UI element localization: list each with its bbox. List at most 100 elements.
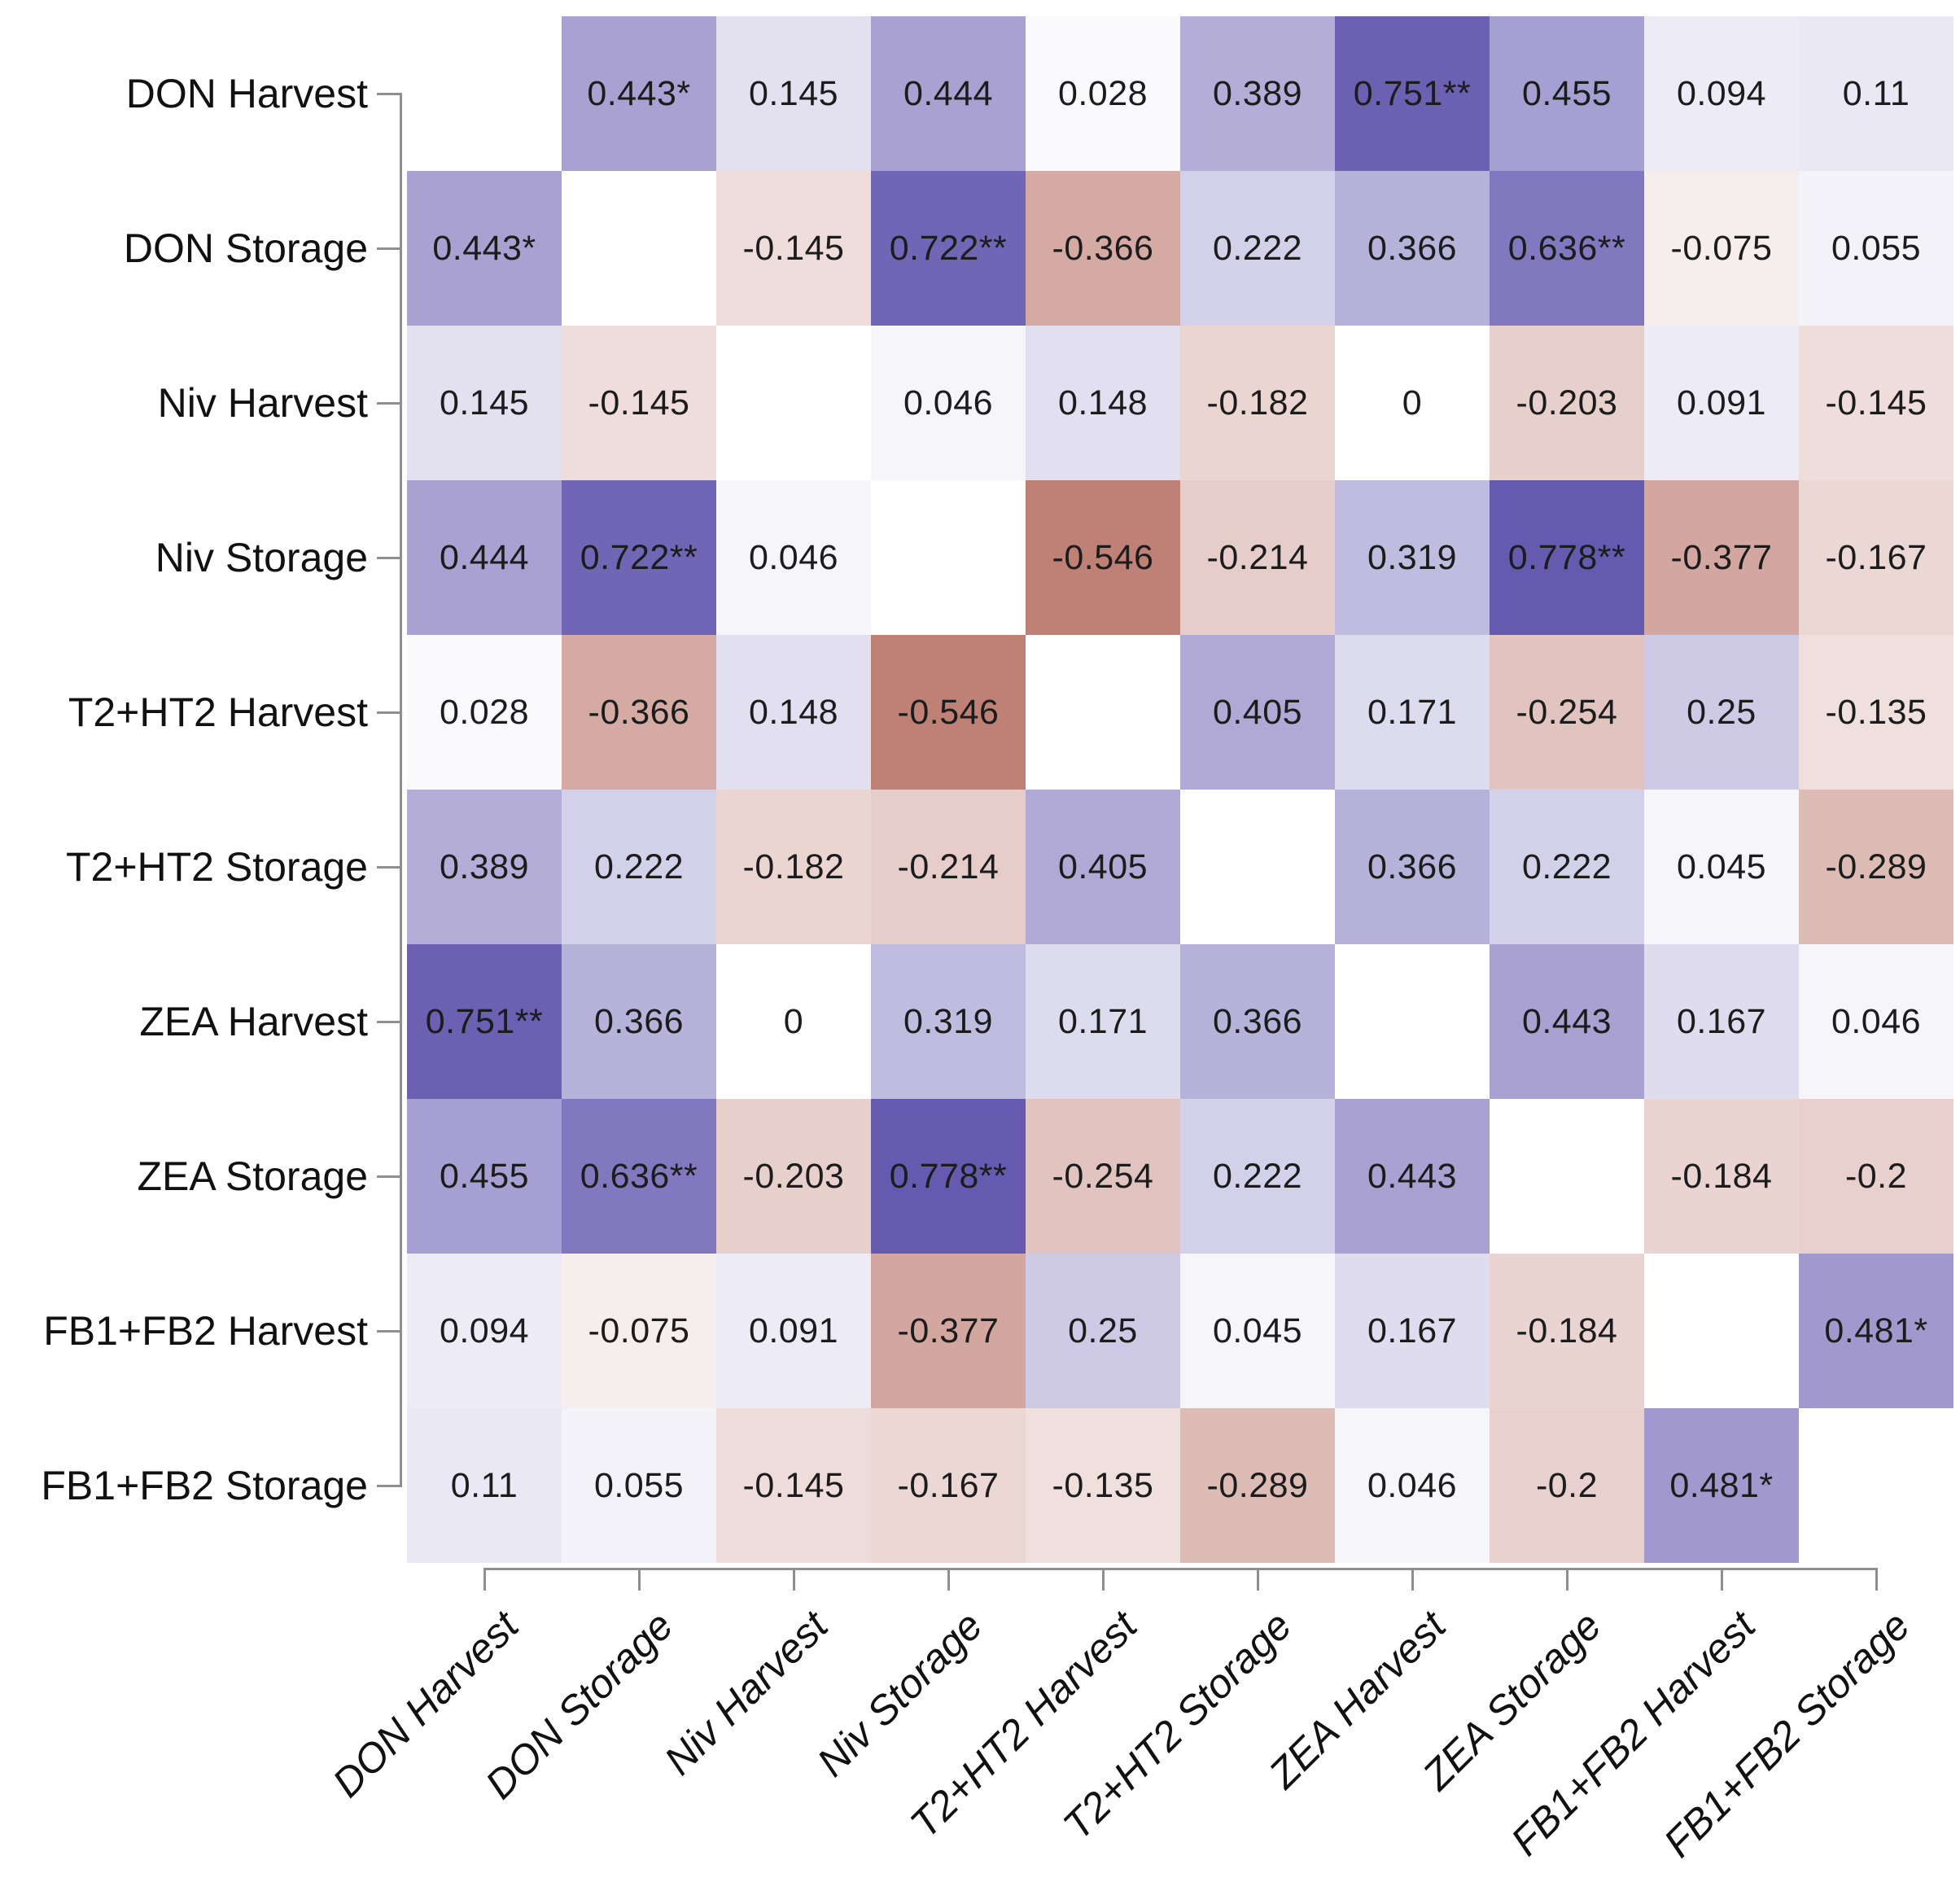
heatmap-cell: 0.091 xyxy=(716,1254,871,1408)
heatmap-cell: -0.145 xyxy=(1799,326,1953,480)
x-axis-tick xyxy=(1101,1568,1105,1591)
heatmap-cell: 0.171 xyxy=(1026,944,1180,1099)
heatmap-cell: -0.2 xyxy=(1490,1408,1644,1563)
heatmap-cell xyxy=(1644,1254,1799,1408)
heatmap-cell: 0.455 xyxy=(407,1099,562,1254)
heatmap-cell: -0.145 xyxy=(716,171,871,326)
heatmap-cell: 0.636** xyxy=(1490,171,1644,326)
x-axis-tick xyxy=(947,1568,950,1591)
heatmap-cell: 0.045 xyxy=(1180,1254,1335,1408)
x-axis-tick xyxy=(1875,1568,1878,1591)
heatmap-cell: -0.366 xyxy=(562,635,716,790)
heatmap-cell: 0.366 xyxy=(1180,944,1335,1099)
heatmap-cell: 0.046 xyxy=(871,326,1026,480)
y-axis-tick xyxy=(377,1484,400,1487)
x-axis-tick xyxy=(483,1568,486,1591)
heatmap-cell xyxy=(1490,1099,1644,1254)
heatmap-cell: 0.751** xyxy=(407,944,562,1099)
heatmap-cell: 0.319 xyxy=(1335,480,1490,635)
heatmap-cell: -0.075 xyxy=(562,1254,716,1408)
heatmap-cell xyxy=(716,326,871,480)
heatmap-cell xyxy=(1335,944,1490,1099)
row-label: T2+HT2 Harvest xyxy=(68,689,368,735)
heatmap-cell: -0.075 xyxy=(1644,171,1799,326)
heatmap-cell xyxy=(871,480,1026,635)
heatmap-cell: 0.443* xyxy=(562,16,716,171)
heatmap-cell xyxy=(562,171,716,326)
heatmap-cell: 0.091 xyxy=(1644,326,1799,480)
heatmap-cell: 0.25 xyxy=(1026,1254,1180,1408)
row-label: Niv Storage xyxy=(155,535,368,580)
heatmap-cell: 0.028 xyxy=(407,635,562,790)
heatmap-cell: 0.25 xyxy=(1644,635,1799,790)
heatmap-cell: 0.443 xyxy=(1335,1099,1490,1254)
heatmap-cell: 0.145 xyxy=(407,326,562,480)
heatmap-cell: -0.377 xyxy=(871,1254,1026,1408)
y-axis-tick xyxy=(377,865,400,869)
heatmap-cell: -0.145 xyxy=(716,1408,871,1563)
row-label: FB1+FB2 Harvest xyxy=(43,1308,368,1354)
heatmap-cell: -0.546 xyxy=(871,635,1026,790)
heatmap-cell: 0.636** xyxy=(562,1099,716,1254)
heatmap-cell: 0.094 xyxy=(407,1254,562,1408)
y-axis-tick xyxy=(377,1175,400,1178)
heatmap-cell: 0.366 xyxy=(1335,790,1490,944)
heatmap-cell xyxy=(407,16,562,171)
heatmap-cell: 0.222 xyxy=(1180,171,1335,326)
heatmap-cell: -0.145 xyxy=(562,326,716,480)
heatmap-cell: 0.094 xyxy=(1644,16,1799,171)
heatmap-cell: 0.778** xyxy=(1490,480,1644,635)
row-label: ZEA Storage xyxy=(137,1153,369,1199)
heatmap-cell: -0.377 xyxy=(1644,480,1799,635)
x-axis-tick xyxy=(637,1568,641,1591)
y-axis-tick xyxy=(377,1329,400,1333)
heatmap-cell: 0.045 xyxy=(1644,790,1799,944)
y-axis-line xyxy=(400,92,402,1487)
heatmap-cell: 0.778** xyxy=(871,1099,1026,1254)
y-axis-tick xyxy=(377,711,400,714)
heatmap-cell: 0.444 xyxy=(871,16,1026,171)
y-axis-tick xyxy=(377,556,400,559)
heatmap-cell: 0 xyxy=(1335,326,1490,480)
heatmap-cell: 0.455 xyxy=(1490,16,1644,171)
heatmap-cell: -0.135 xyxy=(1026,1408,1180,1563)
heatmap-cell: 0.167 xyxy=(1644,944,1799,1099)
heatmap-cell: -0.167 xyxy=(1799,480,1953,635)
row-label: DON Storage xyxy=(123,225,368,271)
heatmap-cell: -0.289 xyxy=(1180,1408,1335,1563)
heatmap-cell: 0.405 xyxy=(1180,635,1335,790)
heatmap-cell: 0.366 xyxy=(1335,171,1490,326)
row-label: T2+HT2 Storage xyxy=(65,844,368,890)
heatmap-cell: -0.184 xyxy=(1490,1254,1644,1408)
heatmap-cell: -0.203 xyxy=(716,1099,871,1254)
heatmap-cell: -0.546 xyxy=(1026,480,1180,635)
heatmap-cell: 0.222 xyxy=(1490,790,1644,944)
heatmap-cell: 0.046 xyxy=(1799,944,1953,1099)
heatmap-cell: 0.481* xyxy=(1799,1254,1953,1408)
heatmap-cell: 0.11 xyxy=(407,1408,562,1563)
heatmap-cell: -0.254 xyxy=(1490,635,1644,790)
x-axis-line xyxy=(483,1568,1878,1570)
heatmap-cell: 0.167 xyxy=(1335,1254,1490,1408)
heatmap-cell: -0.203 xyxy=(1490,326,1644,480)
heatmap-cell: 0.444 xyxy=(407,480,562,635)
heatmap-cell: 0.722** xyxy=(562,480,716,635)
heatmap-cell: 0.028 xyxy=(1026,16,1180,171)
heatmap-cell: -0.182 xyxy=(716,790,871,944)
row-label: ZEA Harvest xyxy=(139,999,368,1044)
heatmap-cell: 0.389 xyxy=(407,790,562,944)
heatmap-cell xyxy=(1026,635,1180,790)
heatmap-cell: 0.405 xyxy=(1026,790,1180,944)
y-axis-tick xyxy=(377,92,400,95)
y-axis-tick xyxy=(377,247,400,250)
x-axis-tick xyxy=(1565,1568,1568,1591)
heatmap-cell: 0.389 xyxy=(1180,16,1335,171)
heatmap-cell: 0.046 xyxy=(716,480,871,635)
heatmap-cell: -0.2 xyxy=(1799,1099,1953,1254)
heatmap-cell: 0.751** xyxy=(1335,16,1490,171)
heatmap-cell: 0.11 xyxy=(1799,16,1953,171)
x-axis-tick xyxy=(1720,1568,1723,1591)
heatmap-cell: 0.222 xyxy=(562,790,716,944)
heatmap-grid: 0.443* 0.145 0.444 0.028 0.389 0.751** 0.455 0.… xyxy=(407,16,1953,1563)
x-tick-label: Niv Harvest xyxy=(655,1602,837,1784)
